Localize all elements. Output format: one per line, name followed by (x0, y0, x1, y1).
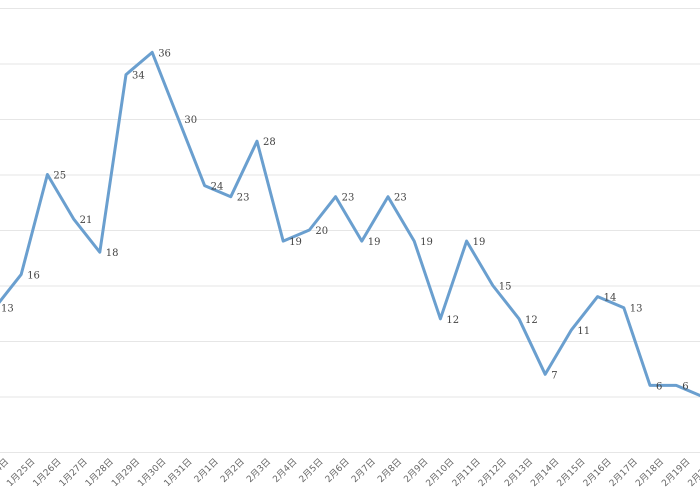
data-label: 13 (1, 304, 14, 315)
x-tick-label: 2月8日 (376, 456, 405, 485)
data-label: 15 (499, 282, 512, 293)
data-label: 12 (525, 315, 538, 326)
data-label: 19 (289, 237, 302, 248)
data-label: 36 (158, 48, 171, 59)
data-label: 28 (263, 137, 276, 148)
x-tick-label: 1月31日 (162, 456, 195, 489)
x-tick-labels: 1月24日1月25日1月26日1月27日1月28日1月29日1月30日1月31日… (0, 456, 700, 489)
data-label: 19 (473, 237, 486, 248)
x-tick-label: 2月7日 (349, 456, 378, 485)
data-label: 6 (656, 381, 662, 392)
data-label: 18 (106, 248, 119, 259)
data-label: 23 (394, 193, 407, 204)
data-label: 23 (342, 193, 355, 204)
series-line (0, 50, 700, 398)
data-label: 20 (315, 226, 328, 237)
x-tick-label: 2月1日 (192, 456, 221, 485)
data-label: 21 (80, 215, 93, 226)
data-label: 14 (604, 293, 617, 304)
data-label: 7 (551, 370, 557, 381)
grid-lines (0, 8, 700, 453)
data-label: 23 (237, 193, 250, 204)
data-label: 11 (577, 326, 590, 337)
data-label: 19 (368, 237, 381, 248)
data-label: 25 (53, 171, 66, 182)
data-label: 12 (446, 315, 459, 326)
data-label: 30 (184, 115, 197, 126)
x-tick-label: 2月3日 (245, 456, 274, 485)
x-tick-label: 2月6日 (323, 456, 352, 485)
data-label: 19 (420, 237, 433, 248)
data-label: 34 (132, 71, 145, 82)
x-tick-label: 2月5日 (297, 456, 326, 485)
data-label: 24 (211, 182, 224, 193)
data-labels: 13 16 25 21 18 34 36 30 24 23 28 19 20 23 19 23 19 12 19 15… (1, 48, 689, 392)
x-tick-label: 2月4日 (271, 456, 300, 485)
data-label: 13 (630, 304, 643, 315)
data-label: 6 (682, 381, 688, 392)
data-label: 16 (27, 270, 40, 281)
x-tick-label: 2月2日 (218, 456, 247, 485)
